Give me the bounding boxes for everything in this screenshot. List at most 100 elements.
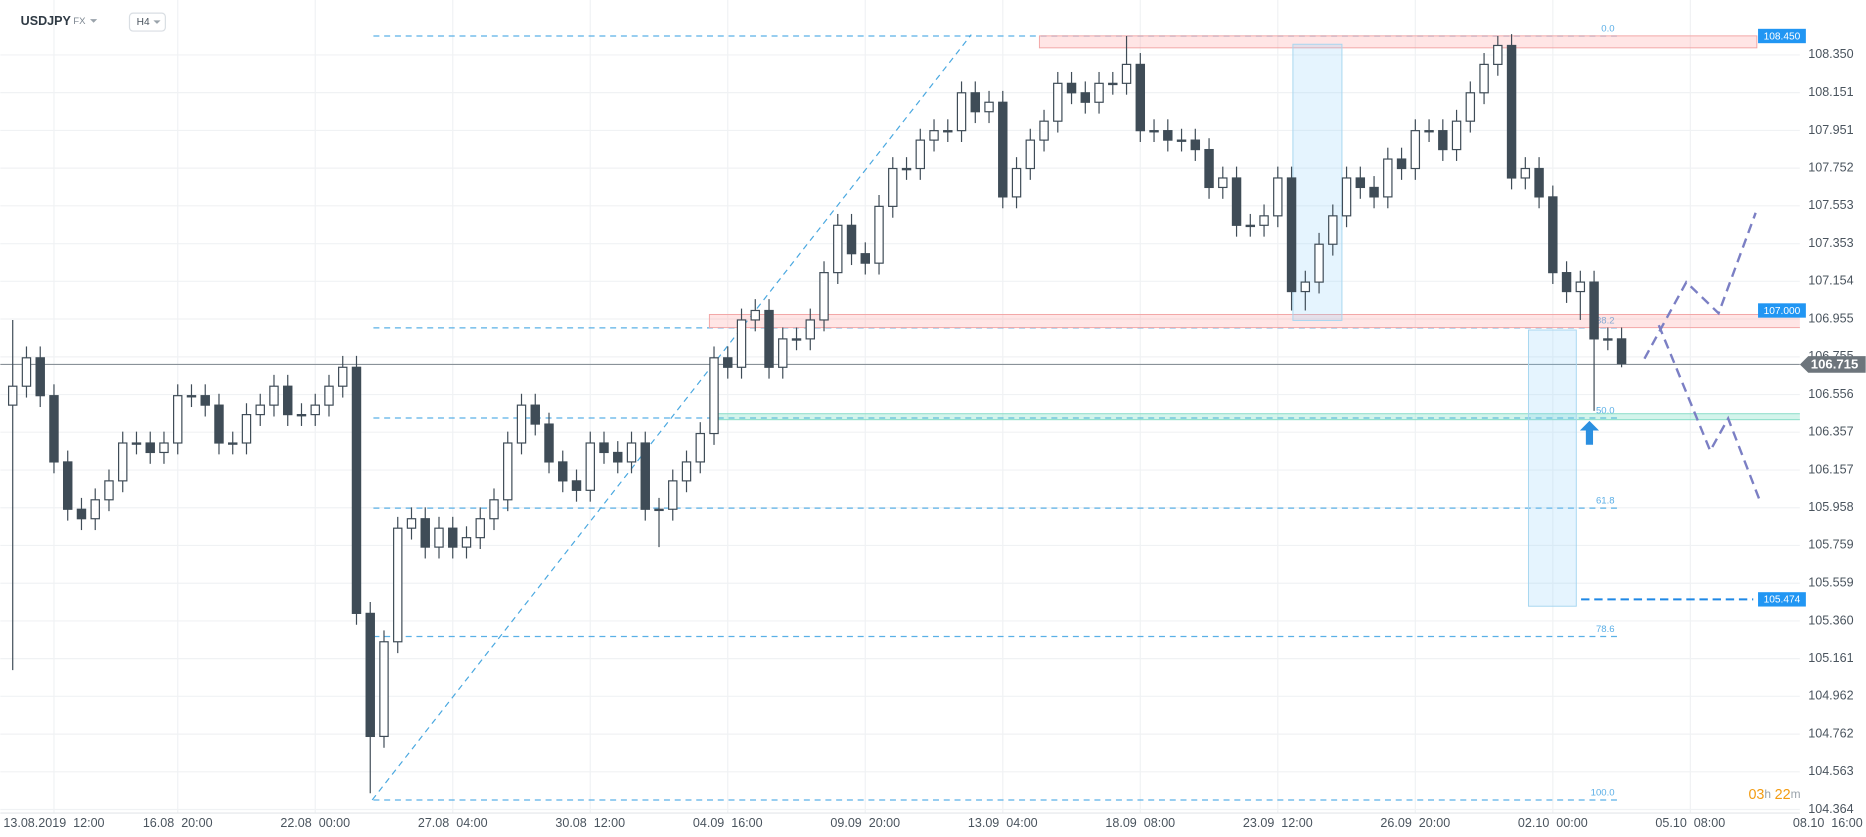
candle-body: [1066, 82, 1077, 94]
y-tick-label: 106.157: [1808, 462, 1853, 476]
candle-body: [489, 499, 499, 520]
candle-body: [1341, 177, 1352, 217]
y-tick-label: 107.154: [1808, 274, 1853, 288]
timeframe-box[interactable]: [128, 12, 166, 32]
candle-body: [1355, 177, 1366, 189]
dropdown-icon[interactable]: [90, 19, 98, 23]
x-tick-label: 16.08 20:00: [143, 816, 213, 830]
level-label: 107.000: [1764, 306, 1801, 317]
fib-label: 50.0: [1596, 405, 1615, 416]
buy-arrow: [1579, 420, 1600, 445]
y-tick-label: 106.357: [1808, 425, 1853, 439]
candle-body: [406, 518, 417, 529]
support-zone: [717, 413, 1807, 421]
candle-body: [269, 385, 279, 406]
candle-body: [1534, 167, 1544, 198]
candle-body: [709, 357, 719, 435]
level-label: 105.474: [1764, 595, 1801, 606]
candle-body: [791, 338, 802, 341]
candle-body: [599, 442, 609, 454]
resistance-zone: [708, 313, 1807, 329]
x-tick-label: 13.08.2019 12:00: [3, 816, 104, 830]
candle-body: [475, 518, 485, 539]
candle-body: [1108, 82, 1118, 86]
level-label: 108.450: [1764, 31, 1801, 42]
resistance-zone: [1038, 35, 1758, 49]
candle-body: [1163, 130, 1173, 141]
level-box: [1758, 303, 1806, 318]
fib-label: 38.2: [1596, 315, 1615, 326]
candle-body: [1094, 82, 1104, 103]
candle-body: [984, 101, 994, 113]
y-tick-label: 106.556: [1808, 387, 1853, 401]
candle-body: [283, 385, 293, 416]
candle-body: [1011, 167, 1022, 198]
dropdown-icon[interactable]: [153, 20, 161, 24]
fib-label: 78.6: [1596, 624, 1615, 635]
x-tick-label: 23.09 12:00: [1243, 816, 1313, 830]
candle-body: [1053, 82, 1063, 122]
candle-body: [1369, 186, 1379, 198]
candle-body: [1616, 338, 1627, 365]
candle-body: [420, 518, 430, 548]
candle-body: [1204, 148, 1214, 189]
candle-body: [1465, 92, 1476, 122]
candle-body: [874, 205, 884, 264]
candle-body: [1410, 130, 1421, 170]
level-box: [1758, 592, 1806, 607]
candle-body: [434, 527, 444, 548]
timer-hours: 03: [1748, 787, 1764, 803]
candle-body: [214, 404, 224, 444]
candle-body: [1245, 224, 1256, 228]
candle-body: [1273, 177, 1283, 217]
candle-body: [7, 385, 18, 406]
candle-body: [1479, 63, 1489, 94]
timer-h: h: [1764, 787, 1771, 801]
candle-body: [819, 272, 829, 321]
candle-body: [1039, 120, 1049, 141]
range-box: [1527, 329, 1577, 607]
candle-body: [530, 404, 540, 425]
y-tick-label: 104.762: [1808, 726, 1853, 740]
candle-body: [159, 442, 169, 454]
projection-up: [1643, 212, 1757, 360]
candle-body: [21, 357, 32, 387]
candle-body: [571, 480, 582, 491]
candle-body: [1520, 167, 1531, 179]
candle-body: [915, 139, 926, 170]
symbol[interactable]: USDJPY: [21, 14, 72, 28]
y-tick-label: 107.353: [1808, 236, 1853, 250]
projection-down: [1657, 324, 1762, 503]
y-tick-label: 104.364: [1808, 802, 1853, 816]
candle-body: [241, 414, 252, 444]
candle-body: [723, 357, 733, 368]
candle-body: [379, 641, 389, 738]
fib-label: 0.0: [1601, 23, 1614, 34]
candle-body: [461, 537, 472, 548]
candle-body: [1438, 130, 1448, 151]
fib-trend-line: [371, 34, 972, 801]
candle-body: [668, 480, 678, 510]
candle-body: [186, 395, 197, 398]
candle-body: [640, 442, 650, 510]
y-tick-label: 104.962: [1808, 689, 1853, 703]
candle-body: [833, 224, 843, 274]
candle-body: [145, 442, 155, 454]
candle-body: [351, 366, 362, 614]
candle-body: [778, 338, 788, 368]
x-tick-label: 13.09 04:00: [968, 816, 1038, 830]
candle-body: [365, 612, 375, 738]
timeframe[interactable]: H4: [137, 17, 150, 28]
candle-body: [49, 395, 59, 463]
candle-body: [1190, 139, 1201, 151]
timer-m: m: [1791, 787, 1801, 801]
x-tick-label: 26.09 20:00: [1380, 816, 1450, 830]
fib-label: 100.0: [1591, 787, 1615, 798]
candle-body: [970, 92, 981, 113]
candle-body: [1603, 338, 1613, 341]
candle-body: [1135, 63, 1146, 132]
price-axis-bg: [1799, 0, 1866, 837]
candle-body: [736, 319, 747, 368]
candle-body: [888, 167, 898, 207]
